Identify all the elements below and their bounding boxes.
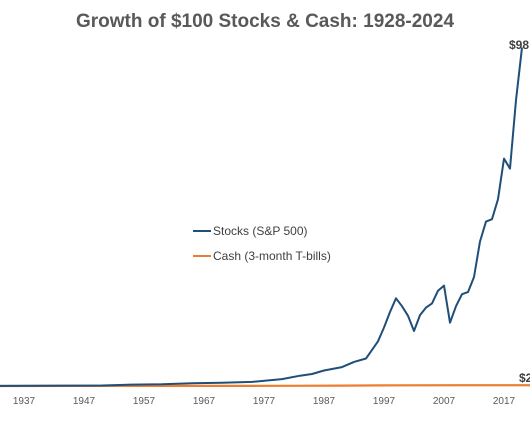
x-tick-label: 1947 bbox=[73, 396, 96, 407]
x-tick-label: 1937 bbox=[13, 396, 36, 407]
x-tick-label: 1987 bbox=[313, 396, 336, 407]
series-line-cash bbox=[0, 384, 530, 388]
legend-label-cash: Cash (3-month T-bills) bbox=[213, 249, 331, 263]
end-label-stocks: $98 bbox=[509, 38, 529, 52]
x-axis: 1937 1947 1957 1967 1977 1987 1997 2007 2017 bbox=[0, 385, 530, 407]
x-tick-label: 2007 bbox=[433, 396, 456, 407]
chart-title: Growth of $100 Stocks & Cash: 1928-2024 bbox=[76, 11, 454, 32]
legend-item-stocks: Stocks (S&P 500) bbox=[193, 224, 308, 238]
legend-label-stocks: Stocks (S&P 500) bbox=[213, 224, 308, 238]
legend: Stocks (S&P 500) Cash (3-month T-bills) bbox=[193, 224, 331, 263]
series-lines bbox=[0, 47, 530, 388]
x-tick-label: 1957 bbox=[133, 396, 156, 407]
x-tick-label: 2017 bbox=[493, 396, 516, 407]
legend-item-cash: Cash (3-month T-bills) bbox=[193, 249, 331, 263]
x-tick-label: 1997 bbox=[373, 396, 396, 407]
x-tick-label: 1967 bbox=[193, 396, 216, 407]
x-tick-label: 1977 bbox=[253, 396, 276, 407]
series-line-stocks bbox=[0, 47, 523, 387]
end-label-cash: $2 bbox=[519, 371, 530, 385]
